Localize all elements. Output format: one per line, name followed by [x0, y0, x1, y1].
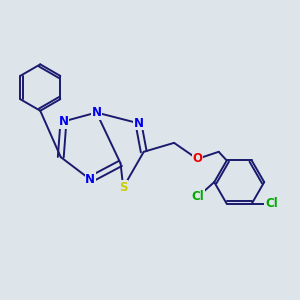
- Text: N: N: [92, 106, 101, 119]
- Text: O: O: [192, 152, 202, 165]
- Text: Cl: Cl: [192, 190, 205, 203]
- Text: S: S: [119, 181, 128, 194]
- Text: N: N: [85, 173, 95, 186]
- Text: Cl: Cl: [265, 197, 278, 210]
- Text: N: N: [58, 115, 68, 128]
- Text: N: N: [134, 117, 143, 130]
